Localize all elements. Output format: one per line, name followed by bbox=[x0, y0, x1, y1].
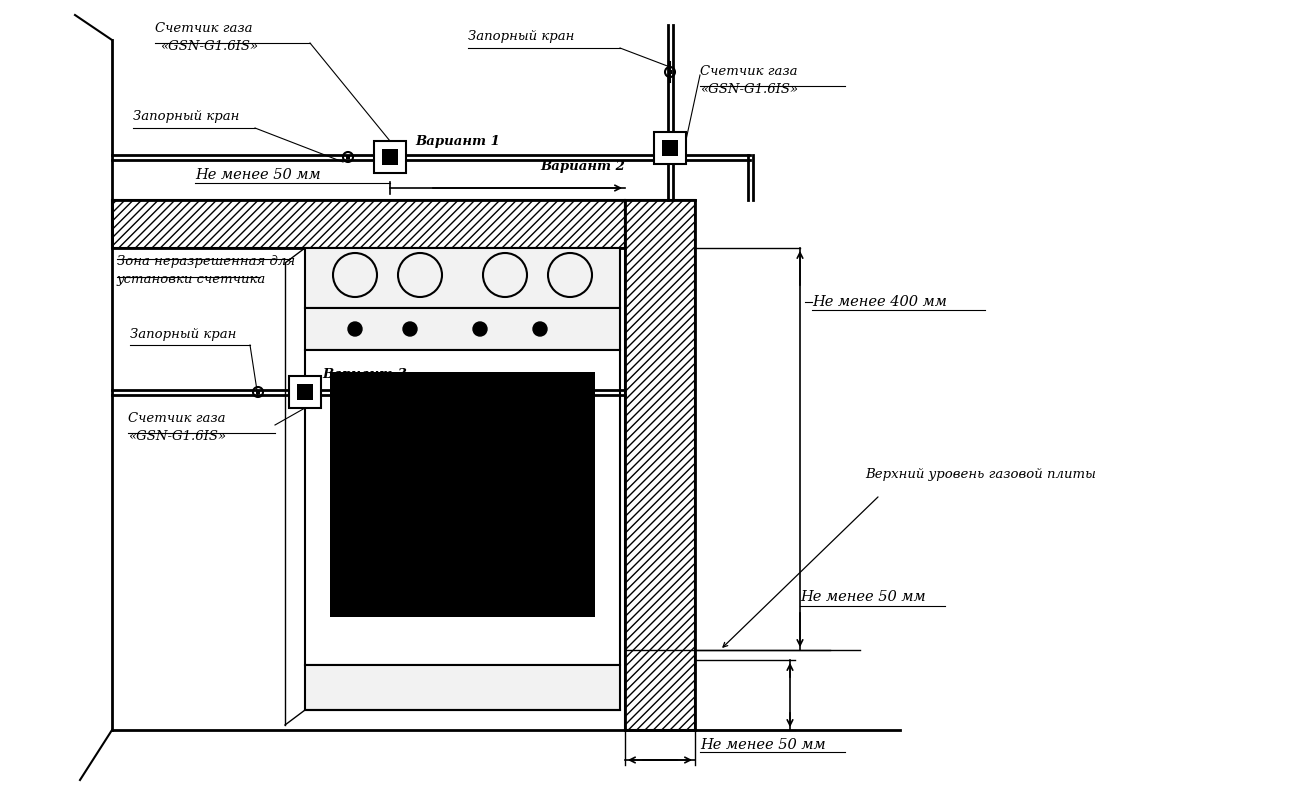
Text: Не менее 400 мм: Не менее 400 мм bbox=[811, 295, 947, 309]
Text: Вариант 3: Вариант 3 bbox=[322, 368, 407, 381]
Text: Запорный кран: Запорный кран bbox=[468, 30, 575, 43]
Text: установки счетчика: установки счетчика bbox=[118, 273, 266, 286]
Bar bbox=[654, 132, 686, 164]
Text: Вариант 2: Вариант 2 bbox=[540, 160, 625, 173]
Circle shape bbox=[403, 322, 417, 336]
Text: «GSN-G1.6IS»: «GSN-G1.6IS» bbox=[700, 83, 798, 96]
Text: Не менее 50 мм: Не менее 50 мм bbox=[700, 738, 826, 752]
Bar bbox=[112, 200, 625, 248]
Bar bbox=[305, 665, 620, 710]
Bar bbox=[373, 141, 406, 173]
Bar bbox=[625, 200, 695, 730]
Text: Счетчик газа: Счетчик газа bbox=[700, 65, 797, 78]
Text: Вариант 1: Вариант 1 bbox=[415, 135, 500, 148]
Text: «GSN-G1.6IS»: «GSN-G1.6IS» bbox=[128, 430, 226, 443]
Text: Верхний уровень газовой плиты: Верхний уровень газовой плиты bbox=[866, 468, 1096, 481]
Circle shape bbox=[534, 322, 547, 336]
Bar bbox=[329, 372, 596, 617]
Bar bbox=[305, 350, 620, 665]
Bar bbox=[305, 308, 620, 350]
Text: Запорный кран: Запорный кран bbox=[133, 110, 239, 123]
Bar bbox=[346, 155, 350, 159]
Circle shape bbox=[348, 322, 362, 336]
Circle shape bbox=[473, 322, 487, 336]
Text: «GSN-G1.6IS»: «GSN-G1.6IS» bbox=[160, 40, 258, 53]
Bar bbox=[668, 70, 672, 74]
Bar bbox=[289, 376, 320, 408]
Bar bbox=[382, 149, 398, 165]
Text: Не менее 50 мм: Не менее 50 мм bbox=[195, 168, 320, 182]
Text: Запорный кран: Запорный кран bbox=[130, 328, 236, 341]
Bar bbox=[297, 384, 313, 400]
Text: Зона неразрешенная для: Зона неразрешенная для bbox=[118, 255, 295, 268]
Text: Счетчик газа: Счетчик газа bbox=[155, 22, 252, 35]
Bar bbox=[256, 390, 260, 394]
Bar bbox=[662, 140, 678, 156]
Text: Счетчик газа: Счетчик газа bbox=[128, 412, 226, 425]
Bar bbox=[305, 248, 620, 308]
Text: Не менее 50 мм: Не менее 50 мм bbox=[800, 590, 925, 604]
